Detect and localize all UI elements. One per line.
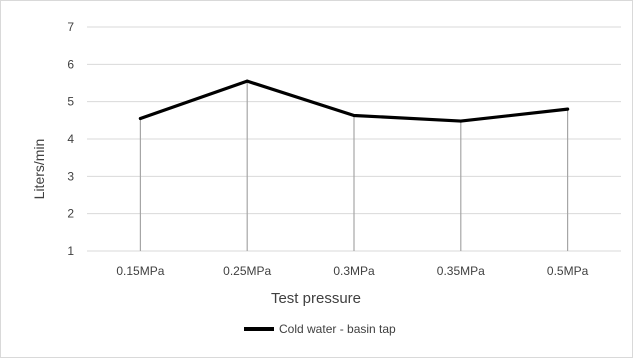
x-tick-labels: 0.15MPa 0.25MPa 0.3MPa 0.35MPa 0.5MPa (116, 264, 588, 278)
data-point (566, 107, 570, 111)
x-tick-label: 0.35MPa (437, 264, 485, 278)
data-point (138, 116, 142, 120)
y-tick-label: 3 (67, 169, 74, 183)
series-layer (138, 79, 570, 123)
y-tick-label: 7 (67, 20, 74, 34)
x-tick-label: 0.15MPa (116, 264, 164, 278)
y-tick-label: 6 (67, 57, 74, 71)
data-point (352, 113, 356, 117)
data-point (245, 79, 249, 83)
data-point (459, 119, 463, 123)
y-tick-labels: 1 2 3 4 5 6 7 (67, 20, 74, 258)
y-tick-label: 1 (67, 244, 74, 258)
y-axis-label: Liters/min (31, 139, 47, 200)
x-tick-label: 0.25MPa (223, 264, 271, 278)
y-tick-label: 5 (67, 95, 74, 109)
legend: Cold water - basin tap (244, 322, 396, 336)
x-axis-label: Test pressure (271, 290, 361, 307)
drop-lines (139, 81, 569, 251)
y-tick-label: 4 (67, 132, 74, 146)
x-tick-label: 0.5MPa (547, 264, 589, 278)
legend-label: Cold water - basin tap (279, 322, 396, 336)
x-tick-label: 0.3MPa (333, 264, 375, 278)
y-tick-label: 2 (67, 207, 74, 221)
